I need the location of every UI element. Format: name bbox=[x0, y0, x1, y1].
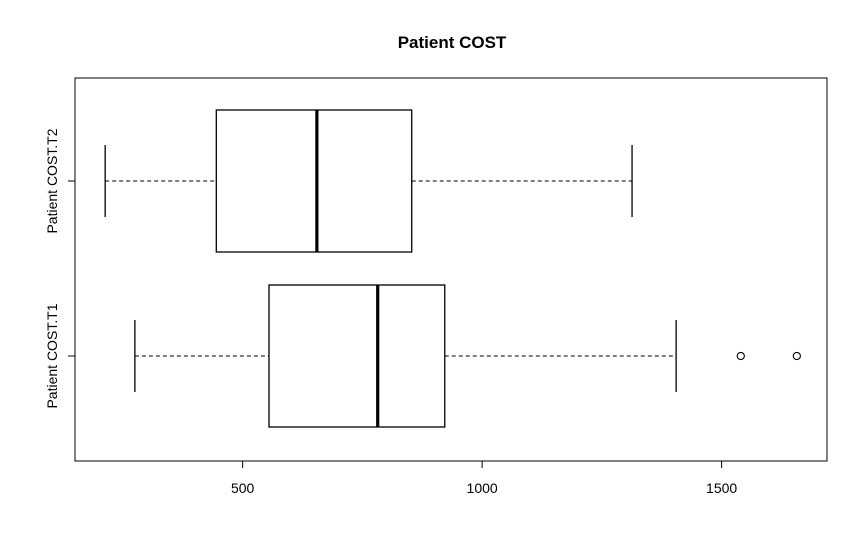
box-group bbox=[134, 284, 801, 428]
outlier-point bbox=[792, 351, 801, 361]
chart-title: Patient COST bbox=[398, 33, 507, 52]
plot-frame bbox=[74, 77, 828, 462]
category-label: Patient COST.T1 bbox=[44, 303, 60, 408]
category-label: Patient COST.T2 bbox=[44, 128, 60, 233]
x-tick-label: 1000 bbox=[467, 480, 498, 496]
x-tick-label: 500 bbox=[231, 480, 255, 496]
x-tick-label: 1500 bbox=[706, 480, 737, 496]
iqr-box bbox=[215, 109, 413, 253]
box-group bbox=[104, 109, 633, 253]
x-axis: Patient COST.T1 Patient COST.T2 500 1000 150… bbox=[44, 128, 737, 496]
outlier-point bbox=[736, 351, 745, 361]
boxes-layer bbox=[104, 109, 801, 428]
iqr-box bbox=[268, 284, 446, 428]
